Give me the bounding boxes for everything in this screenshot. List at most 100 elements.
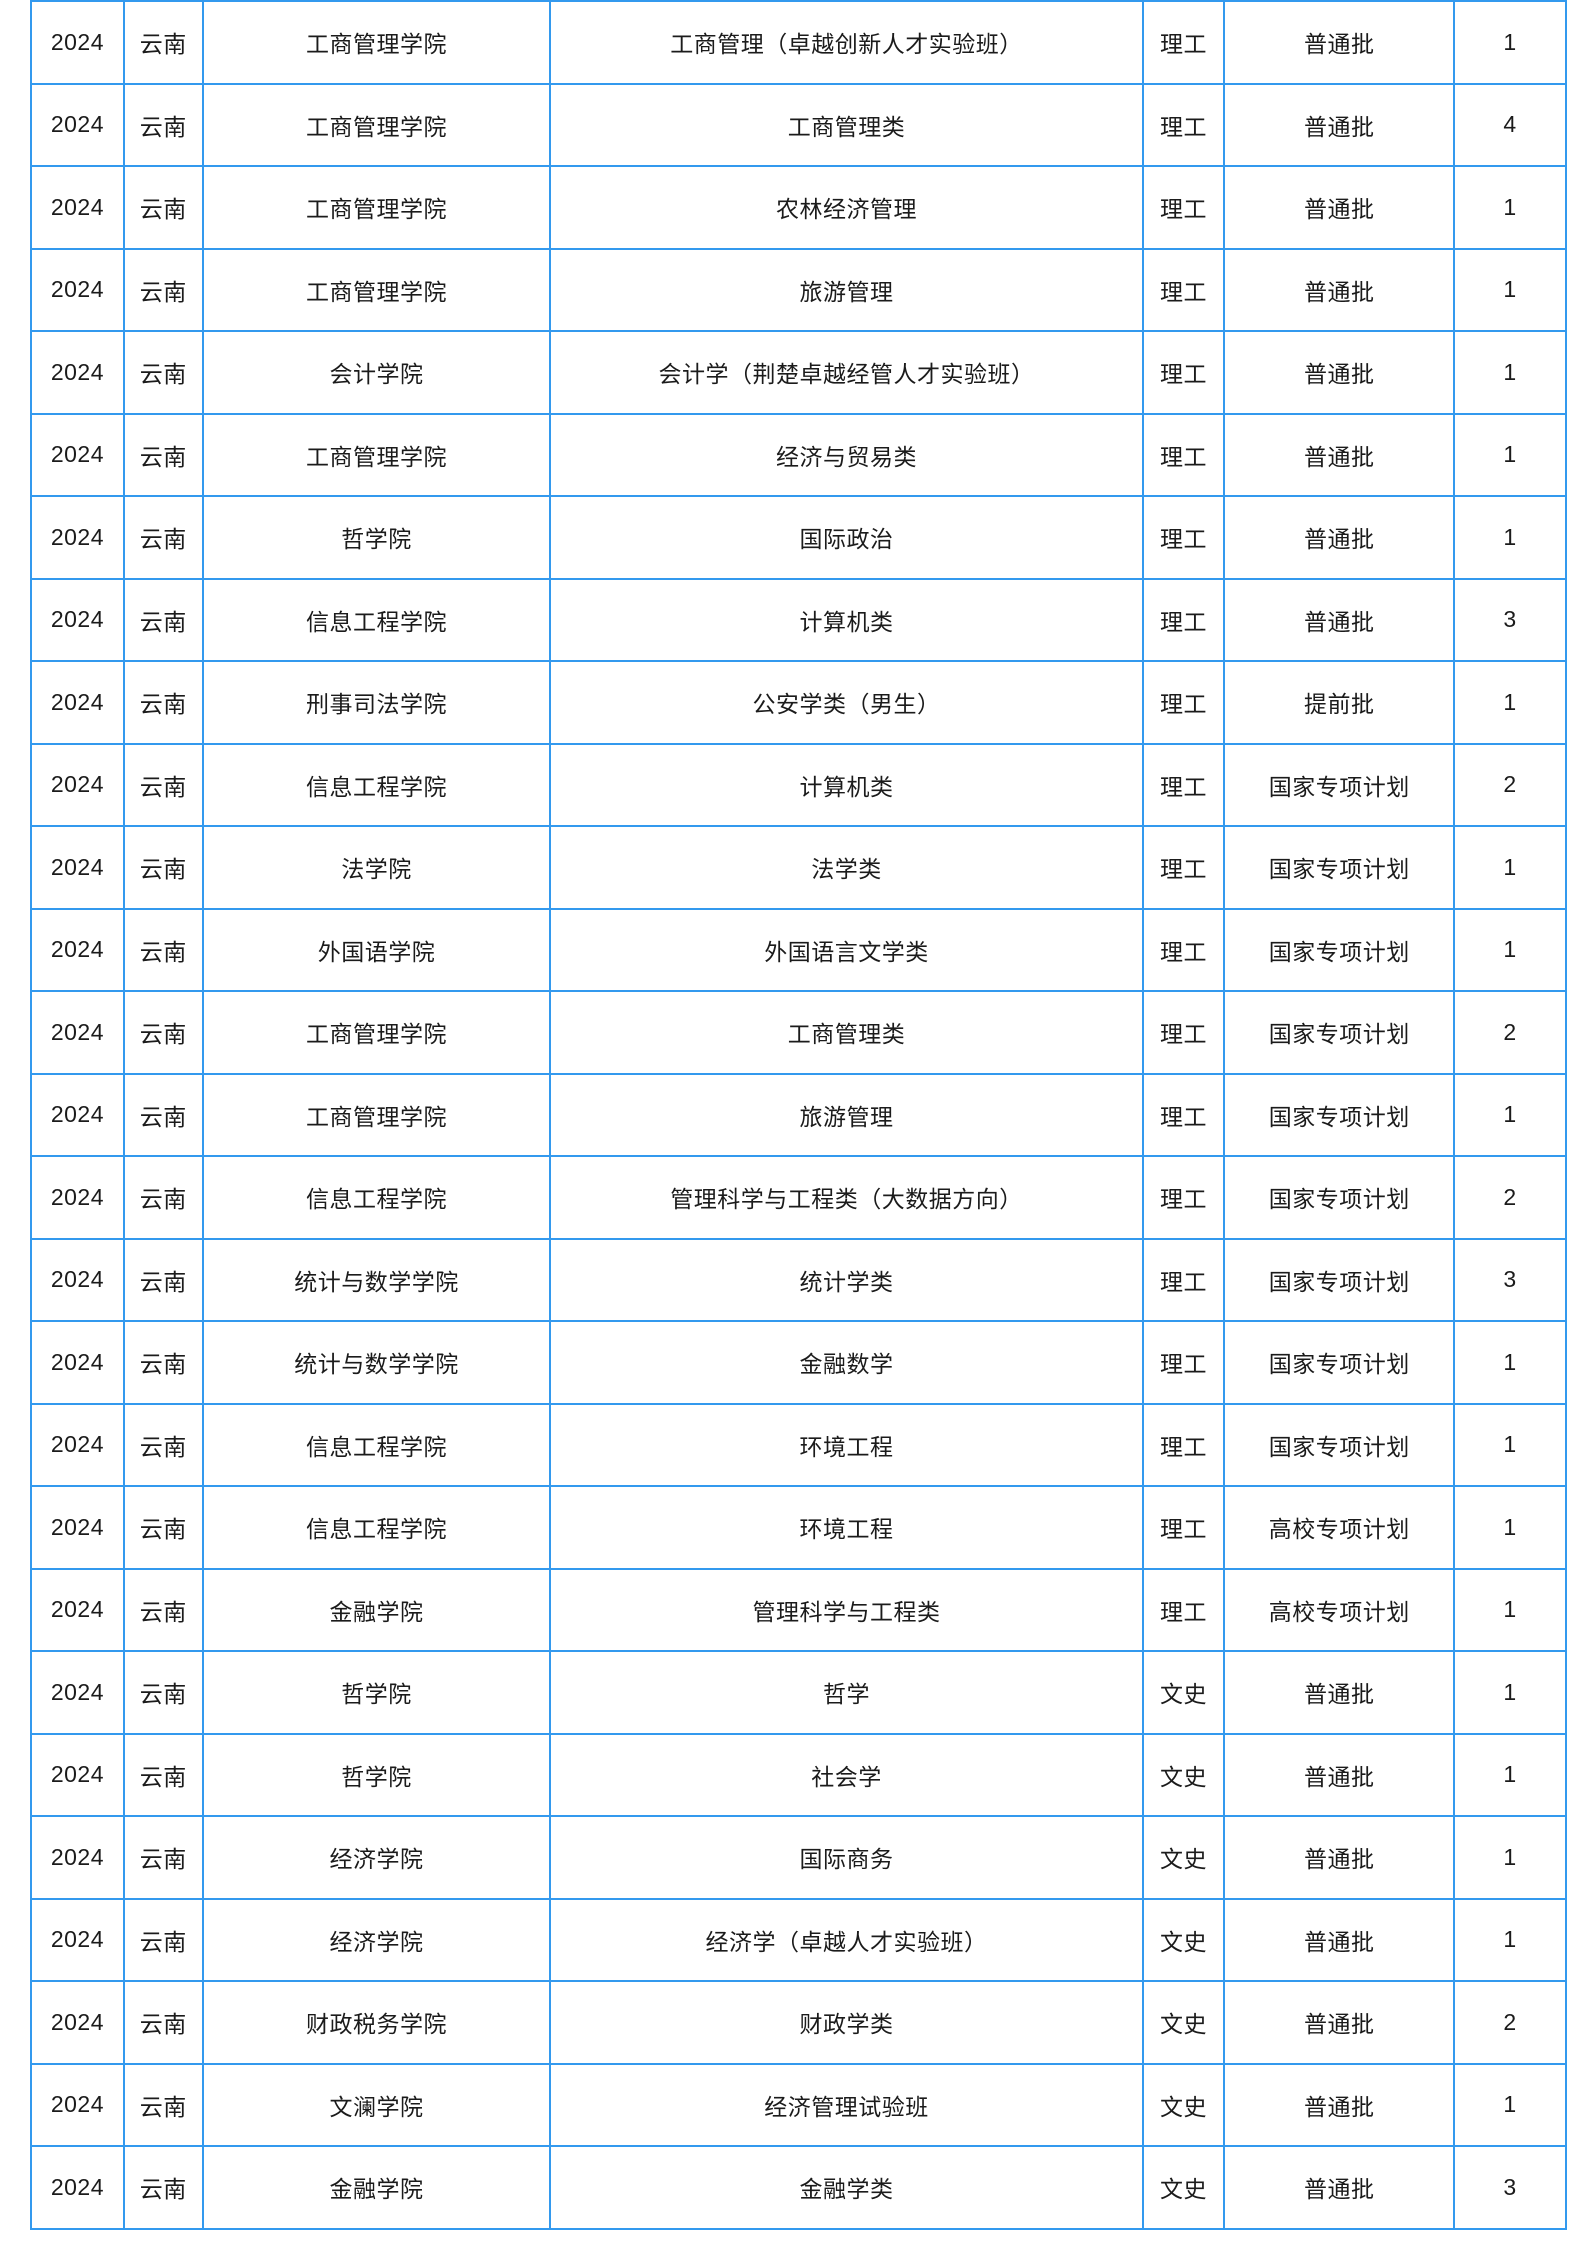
college-cell: 统计与数学学院 (201, 1320, 552, 1405)
table-body: 2024 云南 工商管理学院 工商管理（卓越创新人才实验班） 理工 普通批 1 2024 云南工… (30, 0, 1567, 2230)
major-cell: 计算机类 (549, 577, 1144, 662)
province-cell: 云南 (122, 247, 204, 332)
year-cell: 2024 (30, 2062, 125, 2147)
major-cell: 农林经济管理 (549, 165, 1144, 250)
province-cell: 云南 (122, 412, 204, 497)
college-cell: 信息工程学院 (201, 742, 552, 827)
count-cell: 1 (1453, 330, 1567, 415)
table-row: 2024 云南 工商管理学院 旅游管理 理工 国家专项计划 1 (30, 1072, 1567, 1157)
subject-cell: 文史 (1141, 1815, 1226, 1900)
college-cell: 信息工程学院 (201, 577, 552, 662)
college-cell: 会计学院 (201, 330, 552, 415)
subject-cell: 理工 (1141, 1485, 1226, 1570)
college-cell: 工商管理学院 (201, 247, 552, 332)
college-cell: 信息工程学院 (201, 1402, 552, 1487)
college-cell: 金融学院 (201, 2145, 552, 2230)
year-cell: 2024 (30, 330, 125, 415)
batch-cell: 高校专项计划 (1223, 1567, 1456, 1652)
subject-cell: 理工 (1141, 495, 1226, 580)
college-cell: 文澜学院 (201, 2062, 552, 2147)
major-cell: 管理科学与工程类 (549, 1567, 1144, 1652)
subject-cell: 理工 (1141, 330, 1226, 415)
year-cell: 2024 (30, 1897, 125, 1982)
count-cell: 1 (1453, 412, 1567, 497)
subject-cell: 理工 (1141, 0, 1226, 85)
college-cell: 刑事司法学院 (201, 660, 552, 745)
college-cell: 信息工程学院 (201, 1155, 552, 1240)
province-cell: 云南 (122, 1897, 204, 1982)
province-cell: 云南 (122, 907, 204, 992)
count-cell: 1 (1453, 2062, 1567, 2147)
major-cell: 国际商务 (549, 1815, 1144, 1900)
table-row: 2024 云南 工商管理学院 农林经济管理 理工 普通批 1 (30, 165, 1567, 250)
batch-cell: 普通批 (1223, 1980, 1456, 2065)
batch-cell: 普通批 (1223, 1815, 1456, 1900)
count-cell: 2 (1453, 1155, 1567, 1240)
major-cell: 经济与贸易类 (549, 412, 1144, 497)
batch-cell: 普通批 (1223, 1897, 1456, 1982)
province-cell: 云南 (122, 1320, 204, 1405)
province-cell: 云南 (122, 1567, 204, 1652)
province-cell: 云南 (122, 1815, 204, 1900)
table-row: 2024 云南 哲学院 社会学 文史 普通批 1 (30, 1732, 1567, 1817)
batch-cell: 普通批 (1223, 82, 1456, 167)
province-cell: 云南 (122, 1485, 204, 1570)
major-cell: 法学类 (549, 825, 1144, 910)
college-cell: 金融学院 (201, 1567, 552, 1652)
year-cell: 2024 (30, 1237, 125, 1322)
year-cell: 2024 (30, 1402, 125, 1487)
table-row: 2024 云南 信息工程学院 计算机类 理工 国家专项计划 2 (30, 742, 1567, 827)
college-cell: 哲学院 (201, 1650, 552, 1735)
year-cell: 2024 (30, 2145, 125, 2230)
subject-cell: 理工 (1141, 660, 1226, 745)
batch-cell: 普通批 (1223, 2062, 1456, 2147)
batch-cell: 高校专项计划 (1223, 1485, 1456, 1570)
count-cell: 1 (1453, 1485, 1567, 1570)
year-cell: 2024 (30, 82, 125, 167)
subject-cell: 理工 (1141, 1402, 1226, 1487)
year-cell: 2024 (30, 1650, 125, 1735)
count-cell: 1 (1453, 247, 1567, 332)
year-cell: 2024 (30, 1980, 125, 2065)
table-row: 2024 云南 工商管理学院 工商管理类 理工 国家专项计划 2 (30, 990, 1567, 1075)
major-cell: 财政学类 (549, 1980, 1144, 2065)
college-cell: 统计与数学学院 (201, 1237, 552, 1322)
major-cell: 工商管理（卓越创新人才实验班） (549, 0, 1144, 85)
major-cell: 工商管理类 (549, 82, 1144, 167)
college-cell: 经济学院 (201, 1815, 552, 1900)
count-cell: 4 (1453, 82, 1567, 167)
year-cell: 2024 (30, 660, 125, 745)
province-cell: 云南 (122, 1155, 204, 1240)
province-cell: 云南 (122, 2145, 204, 2230)
year-cell: 2024 (30, 1320, 125, 1405)
subject-cell: 理工 (1141, 165, 1226, 250)
major-cell: 社会学 (549, 1732, 1144, 1817)
table-row: 2024 云南 会计学院 会计学（荆楚卓越经管人才实验班） 理工 普通批 1 (30, 330, 1567, 415)
subject-cell: 理工 (1141, 1072, 1226, 1157)
province-cell: 云南 (122, 1650, 204, 1735)
year-cell: 2024 (30, 1155, 125, 1240)
batch-cell: 普通批 (1223, 165, 1456, 250)
batch-cell: 普通批 (1223, 247, 1456, 332)
table-row: 2024 云南 文澜学院 经济管理试验班 文史 普通批 1 (30, 2062, 1567, 2147)
subject-cell: 文史 (1141, 2062, 1226, 2147)
college-cell: 工商管理学院 (201, 1072, 552, 1157)
table-row: 2024 云南 信息工程学院 环境工程 理工 国家专项计划 1 (30, 1402, 1567, 1487)
college-cell: 外国语学院 (201, 907, 552, 992)
table-row: 2024 云南 统计与数学学院 金融数学 理工 国家专项计划 1 (30, 1320, 1567, 1405)
count-cell: 1 (1453, 907, 1567, 992)
count-cell: 1 (1453, 1072, 1567, 1157)
batch-cell: 国家专项计划 (1223, 1155, 1456, 1240)
year-cell: 2024 (30, 742, 125, 827)
batch-cell: 提前批 (1223, 660, 1456, 745)
college-cell: 工商管理学院 (201, 990, 552, 1075)
table-row: 2024 云南 经济学院 国际商务 文史 普通批 1 (30, 1815, 1567, 1900)
count-cell: 1 (1453, 1320, 1567, 1405)
table-row: 2024 云南 统计与数学学院 统计学类 理工 国家专项计划 3 (30, 1237, 1567, 1322)
province-cell: 云南 (122, 660, 204, 745)
college-cell: 工商管理学院 (201, 82, 552, 167)
batch-cell: 国家专项计划 (1223, 990, 1456, 1075)
subject-cell: 理工 (1141, 1155, 1226, 1240)
table-row: 2024 云南 信息工程学院 管理科学与工程类（大数据方向） 理工 国家专项计划 2 (30, 1155, 1567, 1240)
major-cell: 国际政治 (549, 495, 1144, 580)
